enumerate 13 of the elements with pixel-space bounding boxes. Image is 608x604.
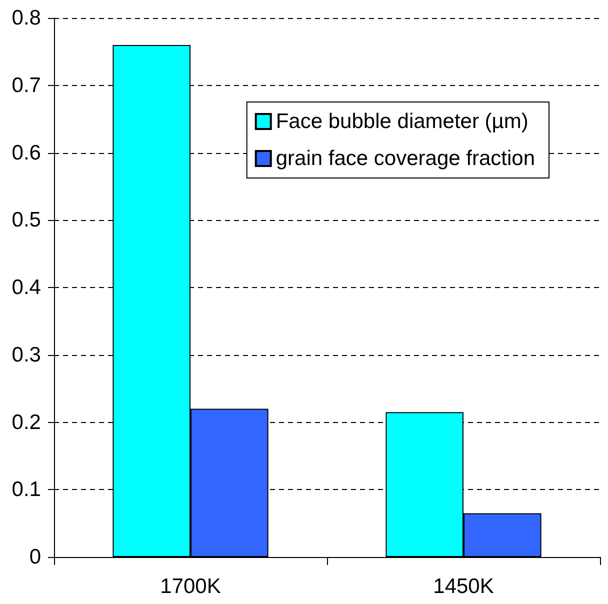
y-tick-label: 0.4 (12, 276, 42, 299)
legend-label: Face bubble diameter (µm) (276, 110, 528, 133)
y-tick-label: 0.8 (12, 6, 41, 30)
x-tick-label: 1450K (433, 575, 494, 598)
y-tick-label: 0.2 (12, 410, 41, 434)
y-tick-label: 0 (29, 546, 41, 568)
legend-label: grain face coverage fraction (276, 147, 536, 170)
x-tick-label: 1700K (160, 575, 221, 598)
y-tick-label: 0.6 (12, 141, 41, 164)
y-tick-label: 0.7 (12, 74, 41, 97)
y-tick-label: 0.1 (12, 478, 41, 502)
y-tick-label: 0.3 (12, 343, 41, 366)
y-tick-label: 0.5 (12, 208, 41, 232)
